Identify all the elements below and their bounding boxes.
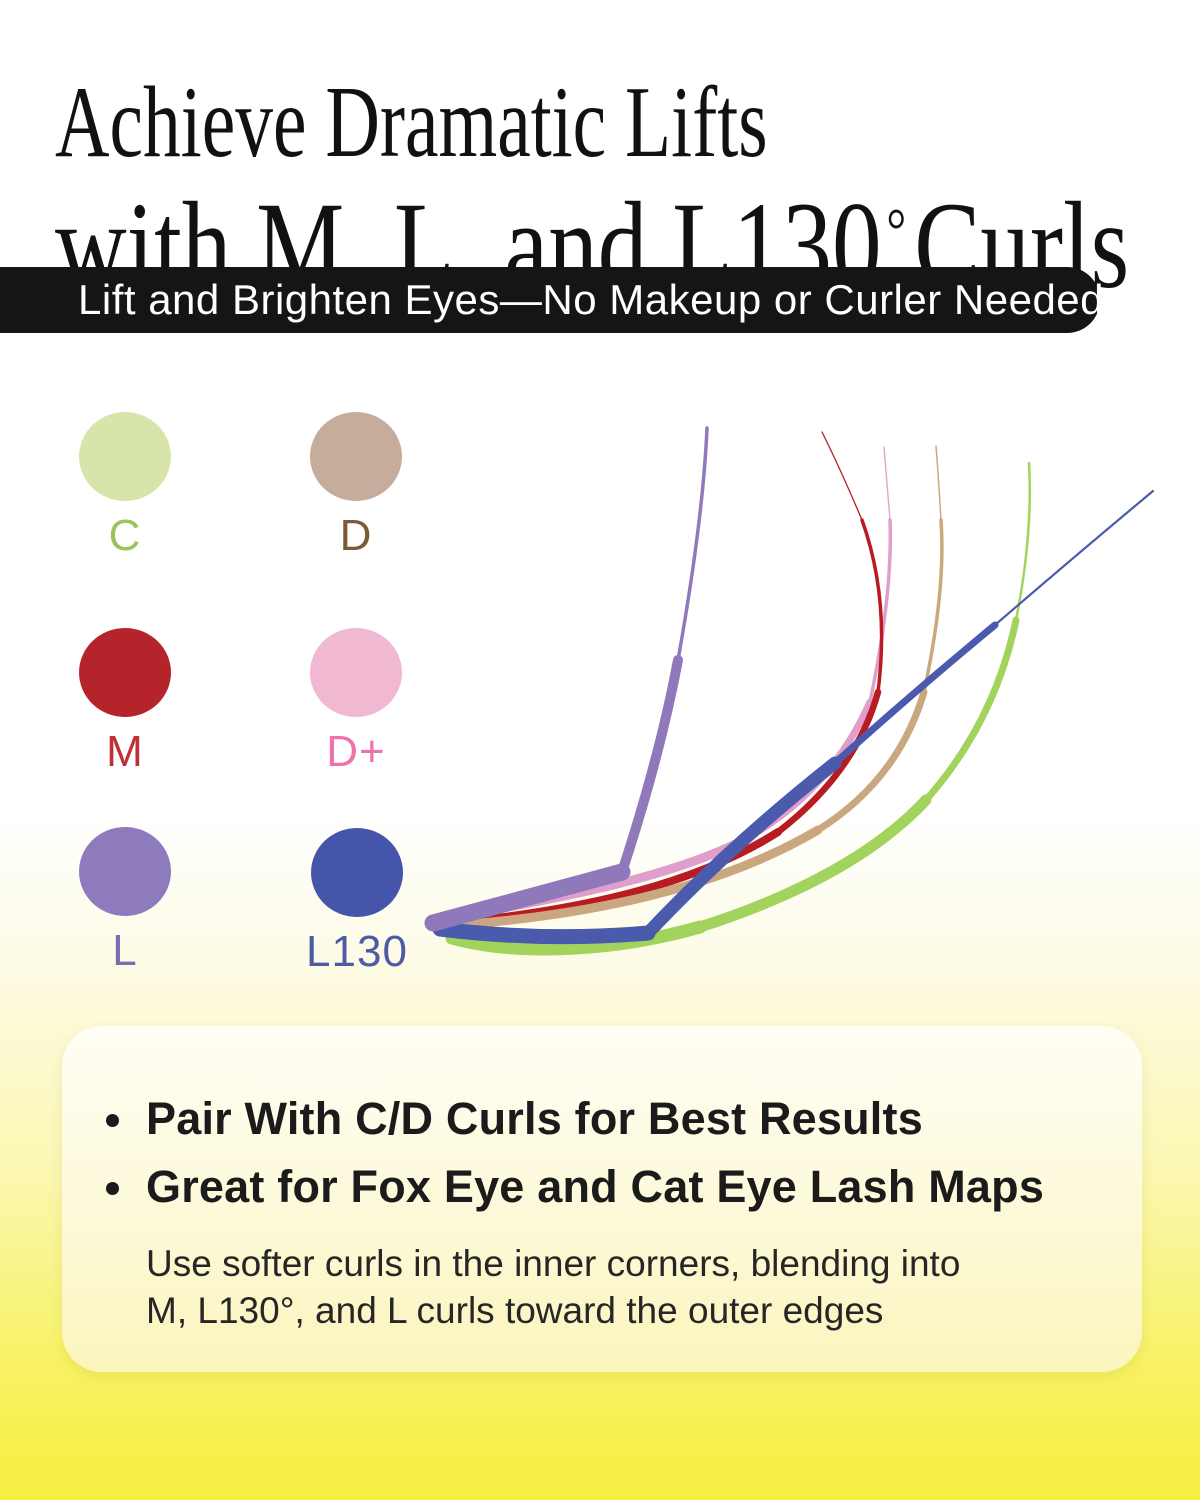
subtitle-banner-text: Lift and Brighten Eyes—No Makeup or Curl… xyxy=(78,276,1105,323)
legend-item-c: C xyxy=(65,412,185,558)
curl-curve-d-plus xyxy=(437,446,893,924)
curl-m-swatch xyxy=(79,628,171,717)
page-title: Achieve Dramatic Lifts with M, L, and L1… xyxy=(55,72,1200,308)
curl-m-label: M xyxy=(106,727,144,776)
curl-d-plus-swatch xyxy=(310,628,402,717)
legend-item-d: D xyxy=(296,412,416,558)
curl-curve-c xyxy=(445,461,1031,956)
curl-d-label: D xyxy=(339,511,373,560)
legend-item-m: M xyxy=(65,628,185,774)
info-card: Pair With C/D Curls for Best Results Gre… xyxy=(62,1026,1142,1372)
benefit-item-1: Pair With C/D Curls for Best Results xyxy=(104,1092,1102,1146)
curl-curve-m xyxy=(438,431,884,928)
curl-l-label: L xyxy=(112,926,138,975)
degree-symbol: ° xyxy=(886,197,907,266)
benefit-list: Pair With C/D Curls for Best Results Gre… xyxy=(104,1092,1102,1214)
curl-curve-l xyxy=(424,426,709,932)
curl-d-swatch xyxy=(310,412,402,501)
curl-l130-label: L130 xyxy=(306,927,408,976)
legend-item-d-plus: D+ xyxy=(296,628,416,774)
subtitle-banner: Lift and Brighten Eyes—No Makeup or Curl… xyxy=(0,267,1104,333)
title-line-1: Achieve Dramatic Lifts xyxy=(55,66,768,179)
curl-c-swatch xyxy=(79,412,171,501)
curl-d-plus-label: D+ xyxy=(326,727,386,776)
curl-curve-l130 xyxy=(432,489,1155,945)
curl-curve-d xyxy=(439,445,944,931)
legend-item-l130: L130 xyxy=(297,828,417,974)
legend-item-l: L xyxy=(65,827,185,973)
curl-c-label: C xyxy=(108,511,142,560)
benefit-item-2: Great for Fox Eye and Cat Eye Lash Maps xyxy=(104,1160,1102,1214)
curl-l130-swatch xyxy=(311,828,403,917)
usage-note: Use softer curls in the inner corners, b… xyxy=(146,1243,961,1331)
curl-l-swatch xyxy=(79,827,171,916)
